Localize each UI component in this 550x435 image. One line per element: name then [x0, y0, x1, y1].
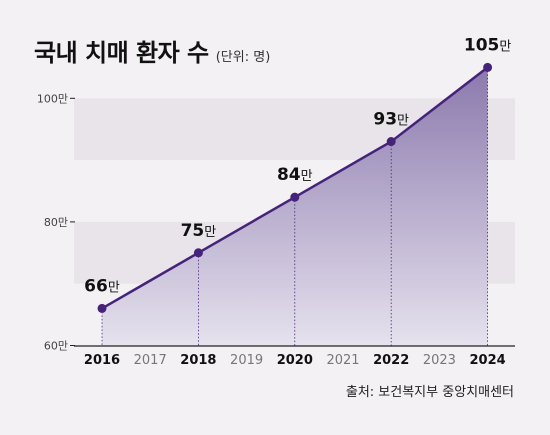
data-label-2018: 75만: [181, 221, 217, 241]
data-points: [97, 62, 493, 313]
x-tick-label-2021: 2021: [326, 353, 359, 368]
y-tick-label-100: 100만: [37, 92, 68, 105]
point-2018: [193, 248, 203, 258]
x-tick-label-2018: 2018: [180, 353, 216, 368]
area-shape: [102, 67, 488, 347]
area-fill: [102, 67, 488, 347]
x-tick-label-2019: 2019: [230, 353, 263, 368]
y-tick-label-60: 60만: [44, 340, 68, 353]
source-note: 출처: 보건복지부 중앙치매센터: [345, 385, 514, 400]
data-label-2016: 66만: [84, 276, 120, 296]
y-ticks: 60만 80만 100만: [37, 92, 75, 353]
x-axis: 2016 2017 2018 2019 2020 2021 2022 2023 2024: [74, 345, 515, 368]
data-labels: 66만 75만 84만 93만 105만: [84, 35, 511, 296]
x-tick-label-2022: 2022: [373, 353, 409, 368]
point-2022: [386, 137, 396, 147]
x-tick-label-2017: 2017: [134, 353, 167, 368]
x-tick-label-2023: 2023: [423, 353, 456, 368]
y-tick-label-80: 80만: [44, 216, 68, 229]
drop-lines: [101, 67, 489, 346]
data-label-2022: 93만: [373, 110, 409, 130]
point-2016: [97, 303, 107, 313]
point-2024: [483, 62, 493, 72]
data-label-2020: 84만: [277, 165, 313, 185]
chart-title-group: 국내 치매 환자 수 (단위: 명): [34, 33, 270, 68]
unit-note: (단위: 명): [215, 50, 271, 65]
x-tick-label-2020: 2020: [277, 353, 313, 368]
chart-title: 국내 치매 환자 수: [34, 39, 209, 67]
x-tick-label-2016: 2016: [84, 353, 120, 368]
point-2020: [290, 192, 300, 202]
data-label-2024: 105만: [464, 35, 511, 55]
x-tick-label-2024: 2024: [470, 353, 506, 368]
